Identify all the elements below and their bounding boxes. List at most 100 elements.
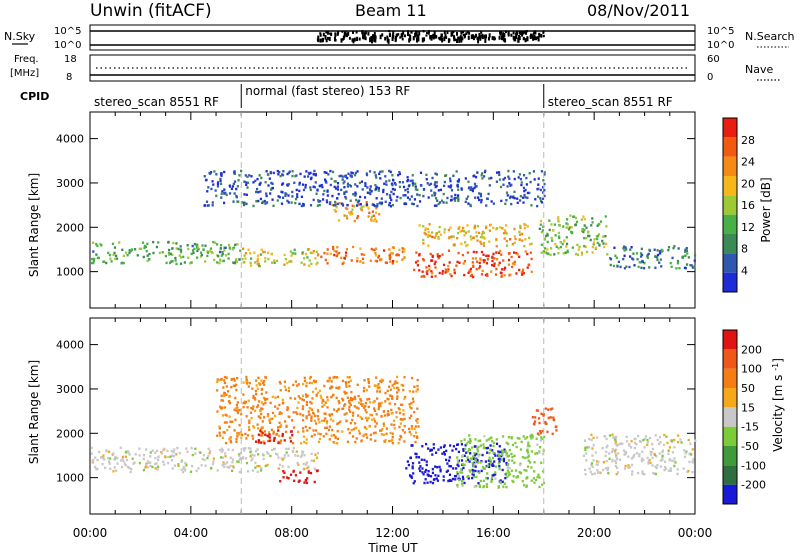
heatmap-cell — [245, 415, 248, 418]
heatmap-cell — [503, 268, 506, 271]
heatmap-cell — [338, 202, 341, 205]
heatmap-cell — [394, 381, 397, 384]
heatmap-cell — [549, 253, 552, 257]
heatmap-cell — [409, 179, 412, 183]
heatmap-cell — [179, 248, 183, 252]
heatmap-cell — [368, 170, 372, 173]
heatmap-cell — [479, 461, 482, 464]
heatmap-cell — [622, 449, 625, 452]
heatmap-cell — [564, 251, 567, 255]
heatmap-cell — [587, 234, 590, 238]
heatmap-cell — [212, 183, 215, 186]
nsky-sample — [347, 31, 350, 36]
heatmap-cell — [667, 246, 671, 249]
heatmap-cell — [265, 192, 268, 195]
heatmap-cell — [179, 262, 183, 265]
heatmap-cell — [446, 196, 449, 200]
heatmap-cell — [543, 188, 546, 192]
heatmap-cell — [259, 434, 262, 437]
heatmap-cell — [497, 263, 500, 267]
heatmap-cell — [449, 186, 452, 189]
heatmap-cell — [184, 469, 187, 472]
heatmap-cell — [305, 463, 308, 466]
heatmap-cell — [512, 480, 515, 484]
heatmap-cell — [354, 191, 357, 194]
heatmap-cell — [304, 186, 307, 189]
heatmap-cell — [185, 447, 188, 450]
heatmap-cell — [399, 403, 403, 406]
heatmap-cell — [370, 414, 373, 417]
heatmap-cell — [492, 202, 495, 205]
heatmap-cell — [480, 242, 483, 246]
heatmap-cell — [263, 416, 266, 419]
heatmap-cell — [390, 423, 393, 426]
heatmap-cell — [630, 246, 633, 249]
heatmap-cell — [435, 232, 439, 235]
heatmap-cell — [478, 231, 481, 235]
heatmap-cell — [401, 403, 404, 406]
heatmap-cell — [277, 467, 280, 470]
heatmap-cell — [343, 180, 346, 183]
heatmap-cell — [467, 477, 470, 480]
heatmap-cell — [460, 187, 463, 190]
heatmap-cell — [610, 450, 614, 454]
heatmap-cell — [267, 173, 270, 176]
heatmap-cell — [654, 434, 657, 437]
heatmap-cell — [289, 396, 292, 400]
heatmap-cell — [258, 465, 261, 468]
heatmap-cell — [515, 272, 518, 275]
heatmap-cell — [395, 411, 398, 414]
heatmap-cell — [619, 265, 622, 269]
heatmap-cell — [403, 202, 407, 206]
heatmap-cell — [183, 261, 186, 264]
heatmap-cell — [97, 256, 100, 260]
heatmap-cell — [619, 458, 622, 461]
heatmap-cell — [366, 186, 369, 189]
heatmap-cell — [538, 446, 542, 449]
heatmap-cell — [656, 256, 659, 259]
nsky-sample — [358, 37, 361, 41]
heatmap-cell — [144, 245, 148, 249]
heatmap-cell — [372, 203, 375, 207]
heatmap-cell — [416, 193, 419, 196]
heatmap-cell — [492, 252, 495, 256]
heatmap-cell — [387, 410, 390, 413]
nsky-sample — [491, 36, 494, 40]
heatmap-cell — [366, 191, 369, 194]
heatmap-cell — [615, 457, 619, 461]
heatmap-cell — [296, 454, 300, 458]
heatmap-cell — [223, 170, 226, 174]
heatmap-cell — [427, 196, 430, 199]
heatmap-cell — [252, 394, 255, 398]
heatmap-cell — [385, 432, 388, 435]
heatmap-cell — [592, 436, 595, 440]
heatmap-cell — [518, 233, 522, 236]
colorbar-swatch — [723, 368, 737, 388]
heatmap-cell — [412, 390, 415, 393]
heatmap-cell — [429, 475, 433, 478]
heatmap-cell — [102, 454, 105, 457]
heatmap-cell — [519, 199, 522, 202]
heatmap-cell — [210, 467, 213, 470]
heatmap-cell — [527, 459, 530, 462]
heatmap-cell — [259, 253, 263, 256]
heatmap-cell — [629, 255, 632, 258]
heatmap-cell — [350, 259, 353, 262]
heatmap-cell — [223, 381, 227, 385]
heatmap-cell — [383, 414, 386, 417]
heatmap-cell — [353, 395, 356, 399]
nsky-sample — [384, 36, 387, 41]
heatmap-cell — [445, 201, 448, 204]
heatmap-cell — [257, 262, 260, 266]
heatmap-cell — [305, 381, 308, 385]
heatmap-cell — [375, 376, 378, 379]
heatmap-cell — [533, 461, 536, 464]
heatmap-cell — [590, 463, 593, 467]
heatmap-cell — [416, 264, 420, 267]
heatmap-cell — [113, 466, 116, 469]
heatmap-cell — [276, 407, 279, 410]
nsky-tick-bottom: 10^0 — [54, 40, 81, 51]
heatmap-cell — [371, 210, 375, 213]
heatmap-cell — [504, 476, 507, 480]
heatmap-cell — [432, 446, 435, 450]
